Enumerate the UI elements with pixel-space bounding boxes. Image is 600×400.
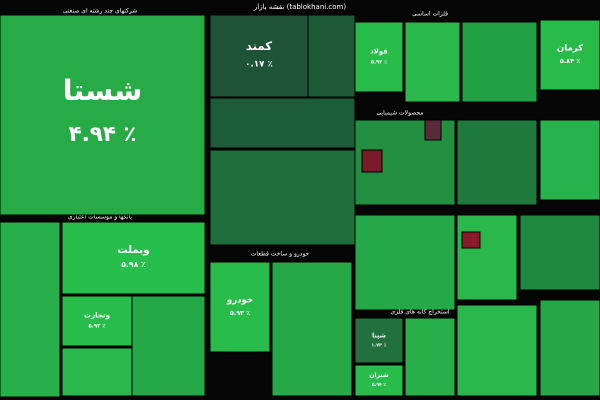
group-title: خودرو و ساخت قطعات [251, 251, 310, 258]
tile [354, 317, 404, 364]
group-title: بانکها و موسسات اعتباری [68, 214, 132, 221]
tile-value: ۰.۱۷ ٪ [245, 60, 273, 70]
tile-value: ۵.۹۴ ٪ [372, 383, 387, 388]
tile [354, 21, 404, 93]
tile-name: شستا [63, 73, 143, 107]
tile-name: خودرو [226, 296, 253, 306]
tile [209, 261, 271, 353]
tile-name: شپنا [372, 331, 386, 339]
tile [539, 19, 600, 91]
tile-name: وتجارت [84, 310, 110, 319]
group-title: فلزات اساسی [412, 11, 448, 18]
tile [0, 14, 206, 216]
tile-value: ۵.۹۸ ٪ [121, 260, 146, 269]
group-title: محصولات شیمیایی [377, 110, 424, 117]
tile-value: ۵.۸۴ ٪ [560, 57, 580, 65]
tile-name: شتران [369, 372, 388, 379]
tile [61, 221, 206, 295]
tile-value: ۱.۷۴ ٪ [371, 343, 386, 349]
tile-value: ۵.۹۳ ٪ [89, 324, 106, 330]
tile-name: وبملت [117, 244, 149, 256]
tile-value: ۵.۹۳ ٪ [230, 309, 250, 317]
filler-blocks [0, 14, 600, 398]
group-title: استخراج کانه های فلزی [390, 309, 449, 316]
tile [209, 14, 309, 98]
tile-name: کرمان [557, 44, 583, 54]
tile-value: ۵.۹۲ ٪ [371, 59, 387, 65]
group-title: شرکتهای چند رشته ای صنعتی [63, 8, 138, 15]
tile-name: فولاد [370, 48, 387, 56]
tile-value: ۴.۹۴ ٪ [69, 122, 137, 147]
tile-name: کمند [246, 39, 272, 53]
tile [61, 295, 133, 347]
tile [354, 364, 404, 397]
map-title: نقشه بازار (tablokhani.com) [253, 3, 346, 11]
